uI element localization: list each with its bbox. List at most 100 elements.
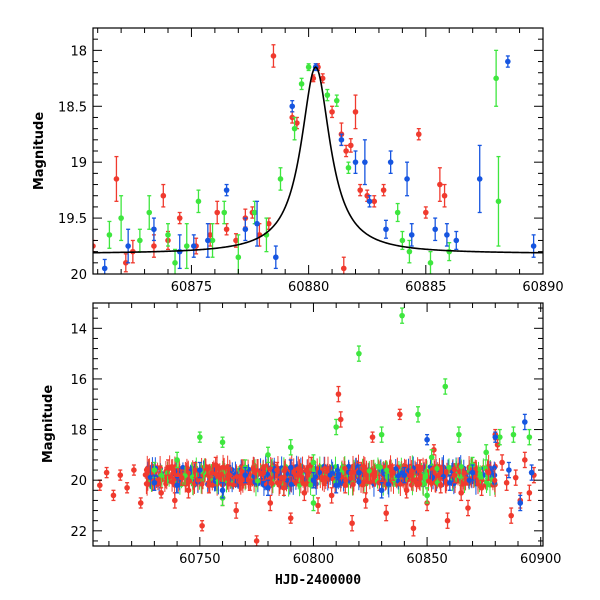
red-data-point — [233, 237, 239, 244]
blue-data-point — [254, 220, 260, 227]
band-point — [234, 473, 240, 480]
red-data-point — [526, 490, 533, 496]
red-data-point — [362, 497, 369, 504]
red-data-point — [499, 459, 505, 466]
red-data-point — [337, 416, 344, 423]
green-data-point — [483, 449, 489, 456]
band-point — [288, 481, 294, 487]
blue-data-point — [242, 226, 249, 233]
red-data-point — [281, 484, 287, 491]
green-data-point — [394, 209, 401, 216]
blue-data-point — [289, 103, 296, 110]
band-point — [477, 471, 483, 477]
band-point — [440, 473, 446, 480]
band-point — [269, 480, 275, 487]
green-data-point — [356, 350, 362, 357]
red-data-point — [322, 474, 328, 481]
band-point — [220, 464, 226, 470]
blue-data-point — [151, 479, 158, 486]
blue-data-point — [366, 198, 373, 205]
bottom-y-tick-label: 22 — [70, 525, 87, 540]
bottom-plot-frame — [92, 302, 544, 547]
blue-data-point — [205, 237, 211, 244]
red-data-point — [512, 474, 519, 481]
red-data-point — [110, 492, 117, 499]
red-data-point — [117, 472, 124, 478]
red-data-point — [343, 148, 349, 154]
red-data-point — [458, 490, 464, 496]
model-fit-curve — [93, 66, 543, 254]
green-data-point — [219, 439, 226, 446]
blue-data-point — [174, 482, 180, 489]
red-data-point — [503, 479, 510, 486]
blue-data-point — [404, 176, 410, 182]
band-point — [209, 470, 215, 476]
green-data-point — [456, 431, 462, 438]
green-data-point — [118, 215, 124, 221]
red-data-point — [465, 505, 471, 511]
band-point — [372, 473, 378, 479]
blue-data-point — [356, 469, 362, 476]
green-data-point — [310, 459, 317, 466]
blue-data-point — [432, 226, 438, 233]
red-data-point — [93, 243, 96, 249]
red-data-point — [494, 441, 501, 448]
top-y-tick-label: 18 — [70, 44, 87, 59]
green-data-point — [378, 431, 385, 438]
blue-data-point — [338, 137, 345, 143]
red-data-point — [364, 192, 371, 199]
blue-data-point — [517, 500, 524, 506]
band-point — [158, 477, 164, 483]
band-point — [366, 468, 372, 474]
bottom-x-axis-label: HJD-2400000 — [275, 573, 361, 588]
green-data-point — [146, 209, 153, 216]
bottom-y-tick-label: 14 — [70, 322, 87, 337]
top-x-tick-label: 60875 — [171, 280, 212, 295]
top-panel: 60875 60880 60885 60890 18 18.5 19 19.5 20 Magni… — [32, 27, 564, 295]
blue-data-point — [352, 159, 359, 165]
green-data-point — [526, 434, 533, 440]
red-data-point — [233, 507, 239, 514]
band-point — [423, 472, 430, 478]
band-point — [277, 480, 283, 486]
red-data-point — [342, 482, 349, 489]
red-data-point — [352, 109, 359, 115]
red-data-point — [451, 472, 458, 478]
band-point — [334, 467, 341, 474]
red-data-point — [137, 500, 144, 506]
blue-data-point — [190, 243, 197, 249]
band-point — [145, 481, 151, 487]
red-data-point — [371, 198, 378, 205]
green-data-point — [415, 411, 421, 418]
red-data-point — [390, 469, 396, 476]
blue-data-point — [151, 226, 157, 233]
red-data-point — [444, 517, 451, 524]
blue-data-point — [378, 487, 385, 494]
blue-data-point — [383, 226, 389, 233]
band-point — [361, 463, 367, 469]
band-point — [327, 472, 333, 478]
band-point — [281, 474, 287, 480]
red-data-point — [270, 53, 277, 59]
red-data-point — [508, 512, 514, 519]
blue-data-point — [197, 467, 203, 473]
blue-data-point — [287, 464, 294, 471]
red-data-point — [335, 391, 342, 397]
band-point — [298, 469, 304, 475]
red-data-point — [522, 457, 528, 463]
red-data-point — [423, 209, 429, 216]
green-data-point — [197, 434, 203, 440]
red-data-point — [192, 467, 199, 473]
green-data-point — [510, 431, 517, 438]
red-data-point — [357, 187, 363, 193]
band-point — [342, 465, 348, 471]
blue-data-point — [444, 232, 450, 238]
red-data-point — [178, 474, 185, 481]
red-data-point — [247, 479, 253, 486]
red-data-point — [176, 215, 183, 221]
bottom-data-layer — [97, 307, 537, 546]
band-point — [406, 473, 413, 479]
green-data-point — [137, 237, 143, 244]
red-data-point — [214, 209, 221, 216]
green-data-point — [291, 125, 298, 132]
